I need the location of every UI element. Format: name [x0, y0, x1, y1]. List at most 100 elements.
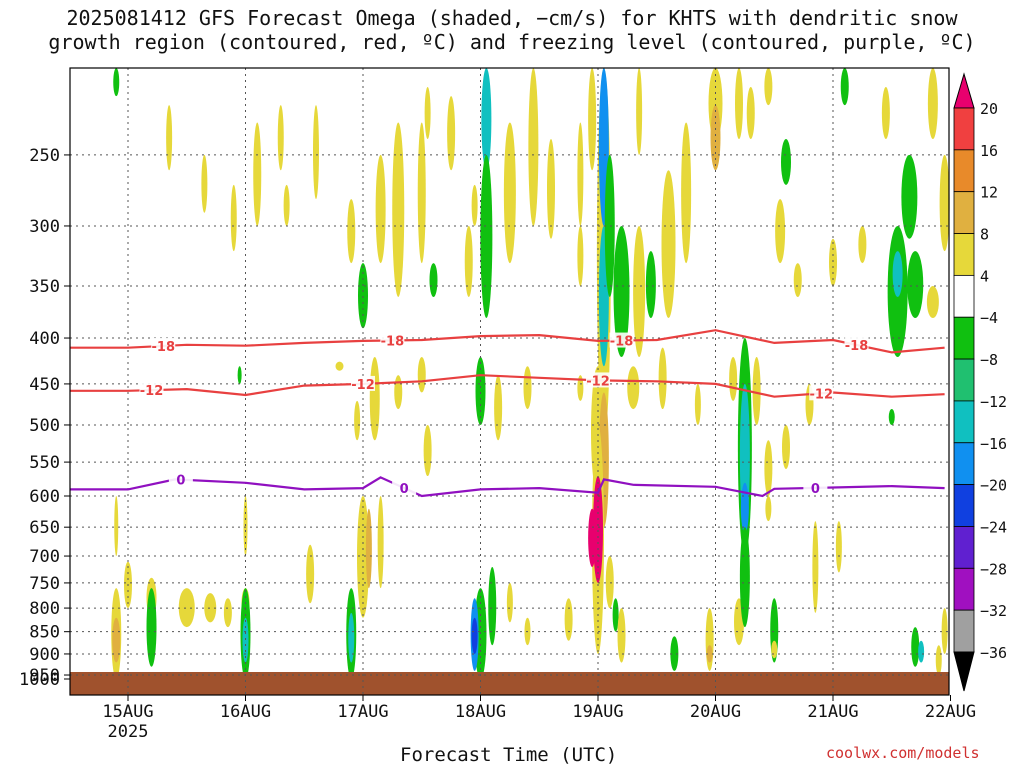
- colorbar-label: 4: [980, 267, 989, 285]
- omega-cell: [423, 424, 432, 477]
- x-axis-label: Forecast Time (UTC): [400, 744, 618, 766]
- omega-cell: [166, 105, 173, 171]
- omega-cell: [528, 67, 539, 226]
- contour-label--18: -18: [152, 340, 176, 355]
- ground-region: [70, 672, 949, 695]
- x-tick-label: 21AUG: [807, 702, 858, 722]
- omega-cell: [375, 154, 386, 264]
- omega-cell: [605, 556, 614, 609]
- colorbar-label: −24: [980, 518, 1007, 536]
- omega-cell: [670, 636, 679, 671]
- colorbar-label: 20: [980, 100, 998, 118]
- omega-cell: [740, 482, 749, 534]
- omega-cell: [636, 68, 643, 155]
- omega-cell: [464, 225, 473, 297]
- y-tick-label: 850: [29, 623, 60, 643]
- contour-label-0: 0: [176, 474, 185, 489]
- omega-cell: [146, 588, 157, 667]
- x-tick-label: 22AUG: [925, 702, 976, 722]
- contour-label-bg: [139, 382, 164, 398]
- contour-label--12: -12: [351, 378, 375, 393]
- y-tick-label: 950: [29, 666, 60, 686]
- omega-cell: [447, 96, 456, 171]
- colorbar-segment: [953, 358, 975, 402]
- y-axis: 2503003504004505005506006507007508008509…: [19, 146, 70, 690]
- omega-cell: [782, 424, 790, 470]
- omega-cell: [178, 588, 195, 628]
- omega-cell: [926, 286, 939, 319]
- colorbar-segment: [953, 191, 975, 234]
- omega-cell: [612, 598, 619, 632]
- omega-cell: [283, 184, 290, 226]
- omega-cell: [764, 68, 773, 106]
- omega-cell: [394, 375, 403, 410]
- colorbar-label: −36: [980, 644, 1007, 662]
- omega-cell: [237, 366, 242, 384]
- x-axis: 15AUG 16AUG 17AUG 18AUG 19AUG 20AUG 21AUG 22AUG…: [102, 695, 976, 742]
- colorbar-label: −12: [980, 393, 1007, 411]
- omega-cell: [429, 263, 438, 297]
- omega-cell: [907, 251, 924, 319]
- omega-cell: [935, 645, 942, 676]
- omega-cell: [494, 375, 503, 441]
- omega-cell: [939, 154, 950, 252]
- omega-cell: [604, 154, 615, 297]
- omega-cell: [417, 357, 426, 393]
- colorbar-label: −20: [980, 477, 1007, 495]
- omega-cell: [941, 608, 948, 654]
- contour-label--18: -18: [845, 339, 869, 354]
- colorbar-segment: [953, 567, 975, 611]
- colorbar-label: −4: [980, 309, 998, 327]
- contour-label-bg: [586, 372, 610, 388]
- omega-cell: [588, 508, 597, 568]
- y-tick-label: 300: [29, 217, 60, 237]
- contour-label--12: -12: [140, 384, 164, 399]
- omega-cell: [377, 495, 384, 589]
- y-tick-label: 250: [29, 146, 60, 166]
- colorbar-segment: [953, 484, 975, 527]
- omega-cell: [888, 409, 895, 425]
- omega-cell: [858, 225, 867, 264]
- colorbar: 20 16 12 8 4 −4 −8 −12 −16 −20 −24 −28 −32 −36: [953, 72, 1007, 692]
- omega-cell: [633, 225, 646, 358]
- omega-cell: [593, 476, 603, 583]
- contour-label-0: 0: [400, 482, 409, 497]
- omega-cell: [781, 139, 791, 185]
- omega-cell: [613, 225, 630, 358]
- contour-label-bg: [351, 375, 375, 391]
- omega-cell: [729, 357, 738, 401]
- omega-cell: [313, 105, 319, 200]
- omega-cell: [365, 508, 372, 589]
- contour--12: [70, 374, 945, 398]
- omega-cell: [564, 598, 573, 641]
- colorbar-label: 12: [980, 184, 998, 202]
- omega-cell: [577, 225, 584, 287]
- omega-cell: [775, 199, 786, 264]
- colorbar-label: 16: [980, 142, 998, 160]
- contour-label-bg: [151, 337, 176, 353]
- omega-cell: [918, 640, 925, 663]
- omega-cell: [488, 567, 497, 646]
- y-tick-label: 550: [29, 453, 60, 473]
- credit-link[interactable]: coolwx.com/models: [826, 744, 980, 762]
- colorbar-label: −16: [980, 435, 1007, 453]
- contour-label--12: -12: [810, 387, 834, 402]
- colorbar-label: 8: [980, 226, 989, 244]
- y-tick-label: 600: [29, 487, 60, 507]
- omega-cell: [739, 527, 750, 628]
- omega-cell: [661, 170, 676, 319]
- x-tick-label: 18AUG: [455, 702, 506, 722]
- colorbar-segment: [953, 442, 975, 486]
- colorbar-label: −32: [980, 602, 1007, 620]
- contour-label--18: -18: [381, 334, 405, 349]
- colorbar-segment: [953, 107, 975, 151]
- contour-label-bg: [809, 385, 834, 401]
- title-line-1: 2025081412 GFS Forecast Omega (shaded, −…: [66, 6, 958, 30]
- colorbar-segment: [953, 316, 975, 360]
- omega-cell: [392, 122, 405, 297]
- omega-cell: [627, 366, 640, 410]
- y-tick-label: 750: [29, 574, 60, 594]
- omega-cell: [242, 617, 249, 663]
- y-tick-label: 700: [29, 547, 60, 567]
- omega-cell: [835, 521, 842, 573]
